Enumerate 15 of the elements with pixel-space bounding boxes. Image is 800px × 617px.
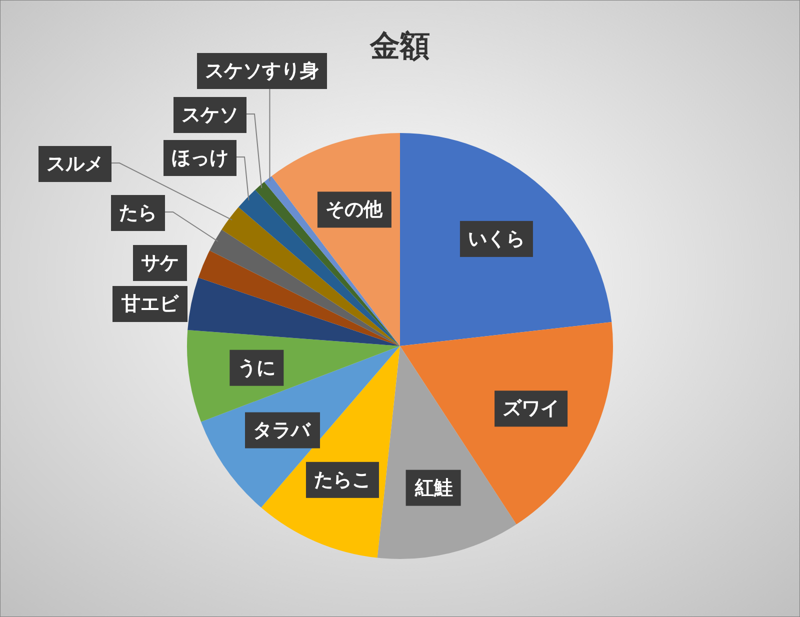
chart-title: 金額 (369, 29, 430, 64)
slice-label: サケ (141, 252, 179, 274)
slice-label: いくら (468, 228, 525, 250)
slice-label: ほっけ (172, 147, 228, 169)
slice-label: その他 (325, 198, 384, 221)
slice-label: うに (238, 356, 276, 379)
slice-label: スルメ (46, 153, 104, 175)
slice-label: たら (119, 202, 157, 224)
slice-label: たらこ (314, 468, 371, 491)
slice-label: タラバ (253, 419, 312, 442)
slice-label: ズワイ (502, 398, 560, 420)
slice-label: スケソ (182, 104, 238, 126)
slice-label: 甘エビ (120, 293, 180, 315)
slice-label: 紅鮭 (414, 476, 453, 499)
slice-label: スケソすり身 (205, 60, 319, 82)
